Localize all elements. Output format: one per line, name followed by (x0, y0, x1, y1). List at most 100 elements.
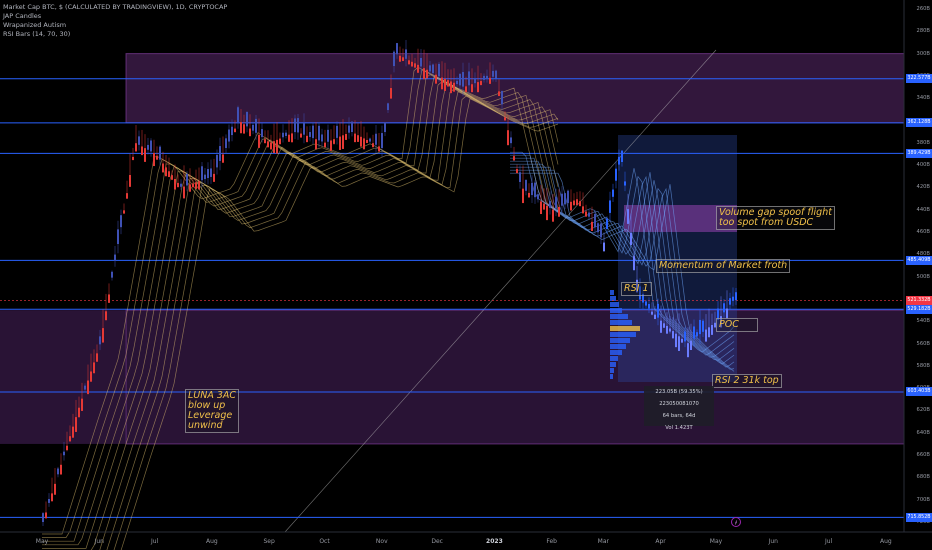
annotation-volume-gap[interactable]: Volume gap spoof flight too spot from US… (716, 206, 835, 230)
price-level-tag: 362.128B (906, 118, 932, 128)
candle-body (618, 156, 620, 165)
candle-body (345, 133, 347, 140)
annotation-poc[interactable]: POC (716, 318, 758, 332)
candle-body (228, 129, 230, 142)
price-tick-label: 460B (916, 229, 930, 235)
candle-body (195, 182, 197, 189)
annotation-line: Leverage (188, 410, 233, 421)
time-tick-label: Apr (655, 538, 666, 545)
candle-body (333, 139, 335, 144)
annotation-line: LUNA 3AC (188, 390, 237, 401)
volume-bar (610, 338, 630, 343)
candle-body (561, 193, 563, 206)
candle-body (465, 86, 467, 93)
annotation-momentum[interactable]: Momentum of Market froth (656, 259, 791, 273)
candle-body (351, 121, 353, 133)
price-level-tag: 529.182B (906, 304, 932, 314)
time-tick-label: Aug (206, 538, 218, 545)
annotation-rsi-1[interactable]: RSI 1 (621, 282, 652, 296)
volume-bar (610, 296, 616, 301)
time-tick-label: Oct (319, 538, 330, 545)
chart-title[interactable]: Market Cap BTC, $ (CALCULATED BY TRADING… (3, 3, 228, 11)
price-tick-label: 260B (916, 6, 930, 12)
price-tick-label: 280B (916, 28, 930, 35)
candle-body (402, 57, 404, 61)
candle-body (420, 57, 422, 67)
candle-body (360, 136, 362, 147)
price-tick-label: 380B (916, 139, 930, 146)
candle-body (717, 308, 719, 320)
candle-body (513, 156, 515, 161)
candle-body (669, 328, 671, 332)
candle-body (477, 82, 479, 93)
ema-ribbon-line (106, 90, 559, 550)
candle-body (573, 200, 575, 206)
candle-body (156, 155, 158, 160)
candle-body (297, 118, 299, 133)
candle-body (300, 133, 302, 138)
candle-body (705, 329, 707, 342)
indicator-wrapanized-autism[interactable]: Wrapanized Autism (3, 21, 67, 29)
candle-body (237, 107, 239, 123)
price-tick-label: 700B (916, 496, 930, 503)
candle-body (546, 205, 548, 221)
candle-body (54, 483, 56, 495)
price-zone-left (0, 310, 126, 444)
candle-body (411, 61, 413, 67)
indicator-jap-candles[interactable]: JAP Candles (3, 12, 42, 20)
candle-body (294, 118, 296, 133)
candle-body (291, 133, 293, 143)
price-level-tag: 322.577B (906, 74, 932, 84)
candle-body (285, 132, 287, 136)
candle-body (615, 168, 617, 181)
candle-body (696, 332, 698, 337)
annotation-rsi-2[interactable]: RSI 2 31k top (712, 374, 782, 388)
candle-body (711, 325, 713, 335)
candle-body (48, 498, 50, 503)
volume-bar (610, 332, 636, 337)
annotation-line: too spot from USDC (719, 217, 814, 228)
candle-body (78, 407, 80, 418)
candle-body (129, 175, 131, 187)
candle-body (93, 362, 95, 374)
candle-body (726, 308, 728, 319)
candle-body (84, 385, 86, 390)
candle-body (678, 336, 680, 351)
candle-body (372, 143, 374, 148)
candle-body (639, 286, 641, 300)
candle-body (102, 328, 104, 343)
ema-ribbon-line (510, 151, 735, 353)
candle-body (519, 172, 521, 182)
time-tick-label: Dec (431, 538, 443, 545)
candle-body (99, 336, 101, 345)
ema-ribbon-line (510, 160, 735, 361)
candle-body (576, 199, 578, 206)
price-tick-label: 440B (916, 206, 930, 213)
candle-body (693, 326, 695, 339)
candle-body (495, 70, 497, 79)
price-level-tag: 485.409B (906, 255, 932, 265)
candle-body (522, 188, 524, 204)
candle-body (732, 296, 734, 301)
candle-body (600, 223, 602, 238)
candle-body (354, 133, 356, 143)
candle-body (42, 513, 44, 522)
candle-body (375, 133, 377, 145)
price-zone-0 (125, 53, 905, 124)
candle-body (474, 78, 476, 84)
candle-body (432, 64, 434, 74)
indicator-rsi-bars[interactable]: RSI Bars (14, 70, 30) (3, 30, 71, 38)
candle-body (186, 173, 188, 186)
annotation-luna-3ac[interactable]: LUNA 3AC blow up Leverage unwind (185, 389, 240, 433)
price-tick-label: 660B (916, 452, 930, 458)
candle-body (66, 445, 68, 451)
candle-body (627, 209, 629, 224)
price-tick-label: 500B (916, 273, 930, 280)
candle-body (216, 154, 218, 168)
price-tick-label: 640B (916, 429, 930, 436)
annotation-line: blow up (188, 400, 226, 411)
candle-body (414, 63, 416, 68)
volume-bar (610, 344, 626, 349)
candle-body (483, 75, 485, 80)
